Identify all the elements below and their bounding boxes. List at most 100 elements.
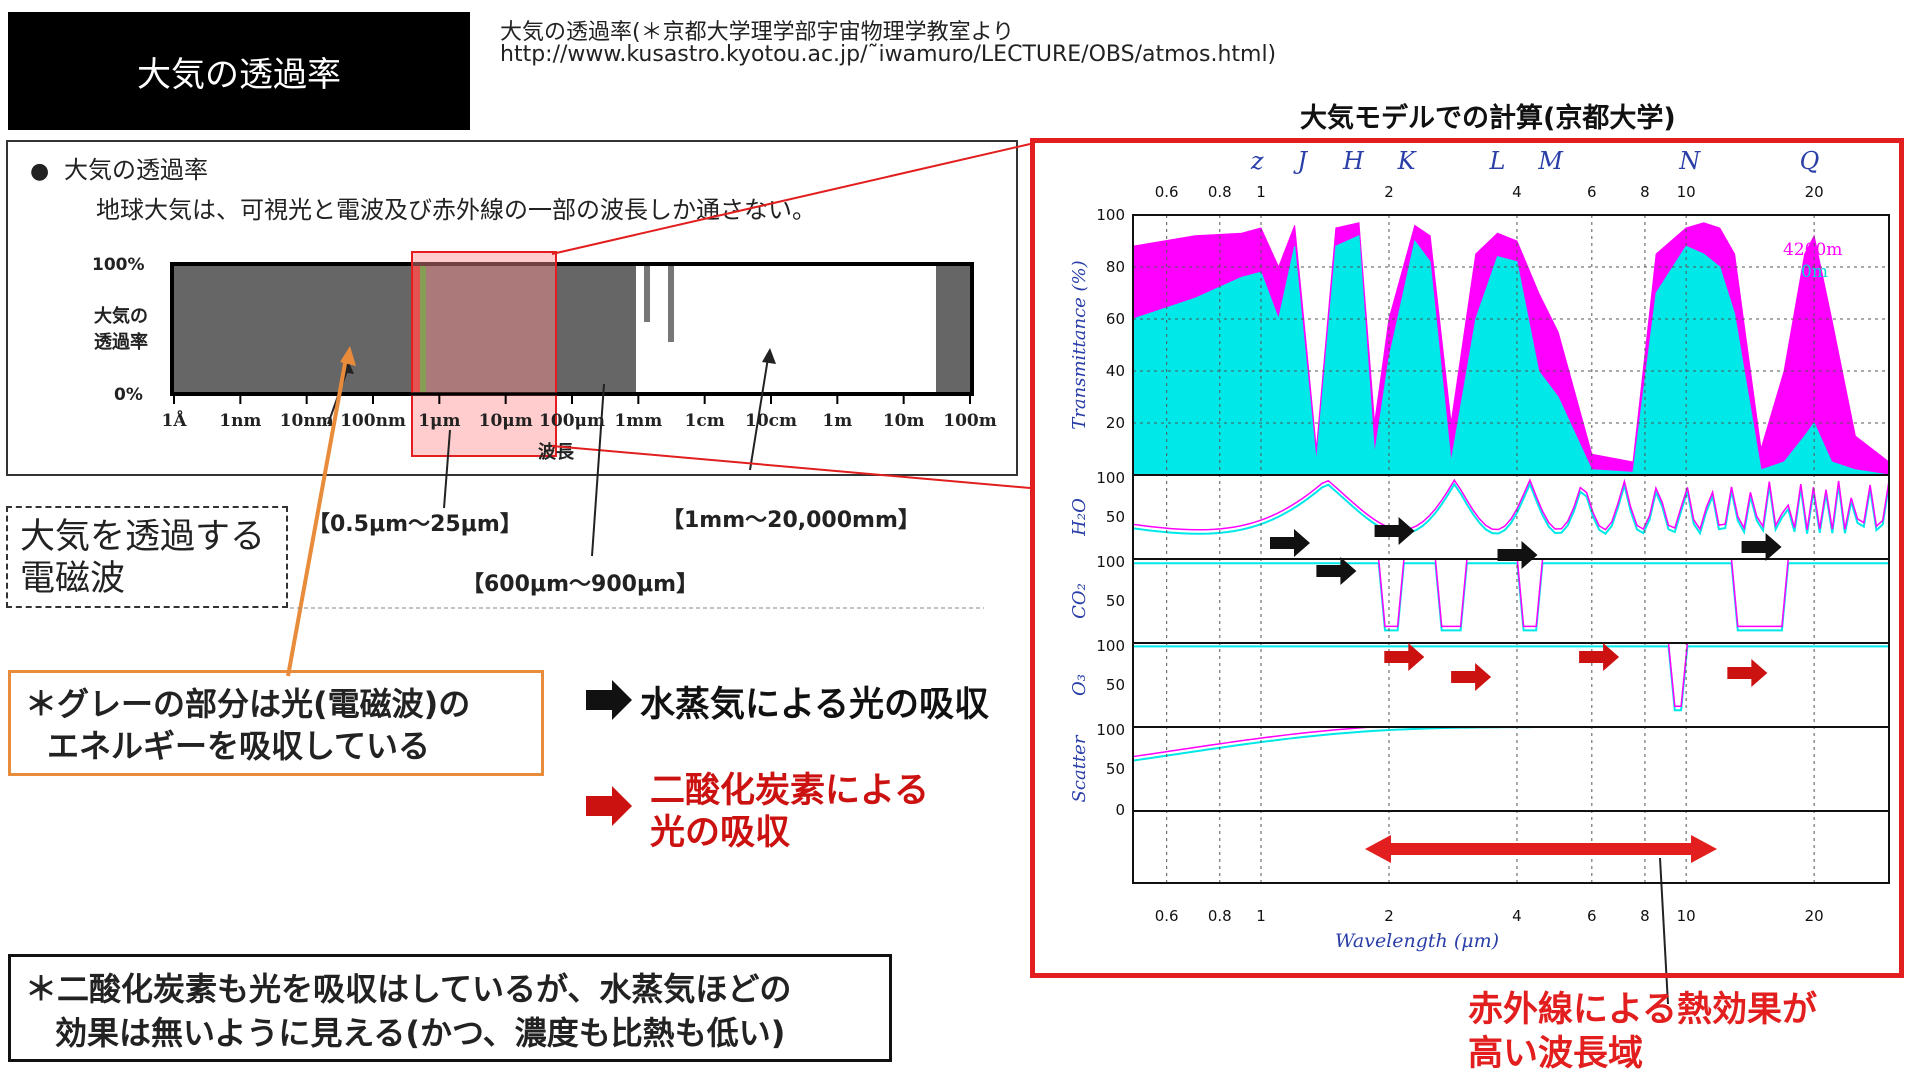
range-label-optical-ir: 【0.5μm～25μm】 [308,512,522,537]
overview-xtick-label: 1nm [219,411,261,431]
orange-pointer [286,357,348,677]
range-label-submm: 【600μm～900μm】 [462,572,699,597]
overview-xtick-label: 1Å [161,409,187,431]
top-xticks: 0.6 0.8 1 2 4 6 8 10 20 [1155,183,1824,201]
gray-area-note: ＊グレーの部分は光(電磁波)の エネルギーを吸収している [8,670,544,776]
outer-frame [1132,214,1890,884]
top-xtick-label: 6 [1587,183,1597,201]
sub-ytick-100: 100 [1096,553,1125,571]
overview-xtick-label: 100m [943,411,996,431]
panel-ylabels: 100 80 60 40 20 100 50 100 50 100 50 100 50 0 Transmit… [1069,206,1125,819]
radio-spike-2 [644,266,650,322]
highlight-ir-window [411,251,557,457]
em-wave-box: 大気を透過する 電磁波 [6,506,288,608]
legend-co2-line2: 光の吸収 [650,813,791,853]
absorber-subplots [1132,478,1890,762]
sub-ytick-100: 100 [1096,469,1125,487]
bottom-xtick-label: 20 [1805,907,1824,925]
red-note-line1: 赤外線による熱効果が [1468,990,1817,1030]
overview-xticks: 1Å 1nm 10nm 100nm 1μm 10μm 100μm 1mm 1cm 10cm 1m 10… [161,394,997,431]
top-xtick-label: 10 [1677,183,1696,201]
ytick-0: 0% [114,385,143,405]
water-absorption-arrow [1374,517,1415,545]
legend-co2-line1: 二酸化炭素による [650,771,929,811]
absorber-curve-0m [1132,726,1889,762]
band-label: K [1397,147,1418,175]
legend-black-arrow [586,680,632,720]
top-xtick-label: 20 [1805,183,1824,201]
panel-ylabel: H₂O [1069,498,1090,537]
bottom-xtick-label: 0.6 [1155,907,1179,925]
main-ytick-label: 100 [1096,206,1125,224]
main-ytick-label: 80 [1106,258,1125,276]
visible-red [412,266,420,392]
radio-spike-1 [668,266,674,342]
pointer-radio-head [762,348,776,364]
infrared-heat-note: 赤外線による熱効果が 高い波長域 [1468,988,1817,1076]
overview-xtick-label: 10m [883,411,925,431]
legend-0m: 0m [1801,262,1828,282]
top-xtick-label: 1 [1256,183,1266,201]
legend-co2: 二酸化炭素による 光の吸収 [650,770,929,854]
bottom-xtick-label: 2 [1384,907,1394,925]
absorber-curve-0m [1133,645,1889,712]
overview-xtick-label: 1μm [418,411,460,431]
page-title: 大気の透過率 [8,12,470,130]
overview-xtick-label: 100μm [539,411,605,431]
absorber-curve-0m [1133,562,1889,632]
bottom-xtick-label: 10 [1677,907,1696,925]
band-label: H [1342,147,1365,175]
connector-top [551,143,1031,255]
bottom-xtick-label: 1 [1256,907,1266,925]
overview-xtick-label: 10μm [479,411,533,431]
main-ytick-label: 20 [1106,414,1125,432]
sub-ytick-100: 100 [1096,637,1125,655]
co2-absorption-arrow [1384,643,1425,671]
ylabel-line1: 大気の [94,305,148,327]
gray-note-line1: ＊グレーの部分は光(電磁波)の [25,685,471,723]
water-absorption-arrow [1741,533,1782,561]
overview-heading: 大気の透過率 [64,156,208,184]
sub-ytick-50: 50 [1106,508,1125,526]
co2-absorption-arrow [1579,643,1620,671]
top-xtick-label: 4 [1512,183,1522,201]
co2-absorption-arrow [1451,663,1492,691]
ylabel-line2: 透過率 [94,331,148,353]
absorption-arrows [1269,517,1782,691]
ytick-100: 100% [92,255,145,275]
pointer-radio [749,357,769,471]
bullet: ● [30,159,49,184]
infrared-range-arrow [1365,835,1717,863]
source-url: http://www.kusastro.kyotou.ac.jp/˜iwamur… [500,42,1277,67]
pointer-submm [591,383,605,557]
red-note-line2: 高い波長域 [1468,1034,1644,1074]
overview-xtick-label: 1m [822,411,852,431]
absorption-ir [426,266,636,392]
sub-ytick-50: 50 [1106,592,1125,610]
band-label: J [1292,147,1308,175]
top-xtick-label: 2 [1384,183,1394,201]
source-line-1: 大気の透過率(＊京都大学理学部宇宙物理学教室より [500,20,1015,45]
panel-ylabel: CO₂ [1069,583,1090,619]
main-ytick-label: 40 [1106,362,1125,380]
em-box-line2: 電磁波 [20,559,126,599]
panel-ylabel: Transmittance (%) [1069,260,1090,429]
absorber-curve-0m [1132,481,1890,536]
model-title: 大気モデルでの計算(京都大学) [1300,103,1676,134]
co2-note-line2: 効果は無いように見える(かつ、濃度も比熱も低い) [55,1014,786,1052]
overview-xtick-label: 10nm [280,411,334,431]
panel-ylabel: O₃ [1069,674,1090,696]
legend-red-arrow [586,786,632,826]
overview-xtick-label: 100nm [340,411,406,431]
bottom-xtick-label: 0.8 [1208,907,1232,925]
connector-bottom [551,445,1031,489]
top-xtick-label: 0.8 [1208,183,1232,201]
band-label: Q [1800,147,1820,175]
band-label: L [1489,147,1506,175]
em-box-line1: 大気を透過する [20,517,266,557]
overview-xtick-label: 1cm [685,411,725,431]
band-label: z [1250,147,1264,175]
sub-ytick-50: 50 [1106,760,1125,778]
